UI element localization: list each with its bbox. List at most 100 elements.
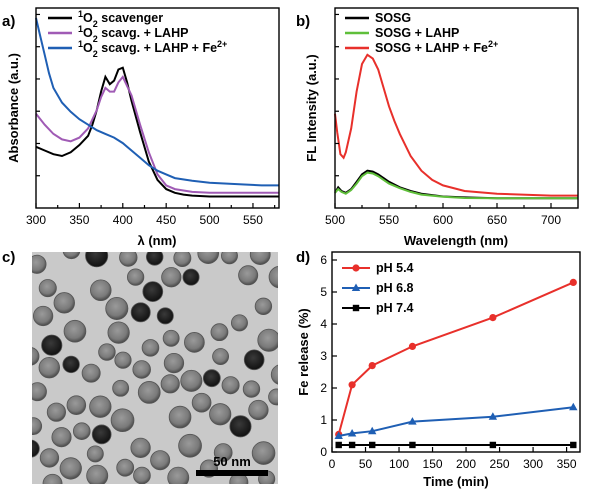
panel-d-legend-entry: pH 5.4 xyxy=(376,261,414,275)
scale-bar-label: 50 nm xyxy=(213,454,251,469)
panel-a-legend-entry: 1O2 scavenger xyxy=(78,9,163,29)
panel-d-point xyxy=(335,441,342,449)
panel-d-point xyxy=(334,431,343,439)
panel-d-point xyxy=(570,441,577,449)
panel-a-xtick-label: 500 xyxy=(200,213,220,227)
nanoparticle xyxy=(257,328,278,352)
nanoparticle xyxy=(39,448,60,468)
panel-d-legend-entry: pH 7.4 xyxy=(376,301,414,315)
panel-b-series-1 xyxy=(334,169,578,200)
panel-b-xlabel: Wavelength (nm) xyxy=(404,233,508,248)
panel-d-legend-marker xyxy=(352,264,360,272)
nanoparticle xyxy=(86,464,109,484)
panel-a-label: a) xyxy=(2,13,15,30)
nanoparticle xyxy=(145,252,164,266)
panel-d-point xyxy=(489,441,497,449)
panel-d-point xyxy=(348,441,356,449)
panel-d-point xyxy=(408,417,417,425)
panel-d-legend-entry: pH 6.8 xyxy=(376,281,414,295)
nanoparticle xyxy=(167,466,190,484)
panel-a-legend-legend-post: scavg. + LAHP xyxy=(98,26,189,40)
nanoparticle xyxy=(32,439,40,458)
panel-a-legend-legend-pre: 1 xyxy=(78,9,83,19)
panel-d-point xyxy=(347,428,357,437)
panel-b-xtick-label: 600 xyxy=(433,213,453,227)
nanoparticle xyxy=(62,252,81,260)
nanoparticle xyxy=(32,382,47,402)
nanoparticle xyxy=(249,252,271,265)
panel-b-frame xyxy=(334,7,579,209)
panel-b-xtick-label: 650 xyxy=(487,213,507,227)
nanoparticle xyxy=(132,360,151,379)
nanoparticle xyxy=(91,424,112,445)
nanoparticle xyxy=(72,422,91,440)
panel-a-frame xyxy=(35,7,280,209)
nanoparticle xyxy=(114,351,132,369)
scale-bar xyxy=(196,470,268,476)
panel-b-xtick-label: 550 xyxy=(379,213,399,227)
panel-a-legend-legend-sup2: 2+ xyxy=(217,39,227,49)
nanoparticle xyxy=(202,369,221,388)
panel-d: d) 0 50 100 150 200 250 300 350 0 1 2 3 4 5 6 pH 5.4 pH… xyxy=(296,249,581,489)
nanoparticle xyxy=(163,352,185,374)
nanoparticle xyxy=(112,379,130,397)
panel-a-legend-entry: 1O2 scavg. + LAHP + Fe2+ xyxy=(78,39,227,59)
panel-d-xlabel: Time (min) xyxy=(423,474,489,489)
panel-a-xtick-label: 550 xyxy=(243,213,263,227)
nanoparticle xyxy=(243,349,265,371)
panel-d-ylabel: Fe release (%) xyxy=(296,308,311,395)
panel-d-xtick-label: 350 xyxy=(557,457,577,471)
panel-d-point xyxy=(368,362,376,370)
panel-a-series-2 xyxy=(35,75,279,194)
nanoparticle xyxy=(110,408,135,433)
panel-d-label: d) xyxy=(296,249,310,266)
panel-d-point xyxy=(369,441,376,449)
panel-b-legend-entry: SOSG xyxy=(375,11,411,25)
nanoparticle xyxy=(141,339,160,357)
panel-c-label: c) xyxy=(2,249,15,266)
nanoparticle xyxy=(212,348,230,365)
panel-d-frame xyxy=(331,251,581,453)
nanoparticle xyxy=(86,445,104,463)
nanoparticle xyxy=(119,252,138,267)
panel-d-point xyxy=(569,402,578,411)
nanoparticle xyxy=(81,363,101,383)
panel-d-ytick-label: 6 xyxy=(320,253,327,267)
nanoparticle xyxy=(160,374,180,394)
panel-a-ylabel: Absorbance (a.u.) xyxy=(6,53,21,163)
panel-b-xtick-label: 700 xyxy=(541,213,561,227)
nanoparticle xyxy=(268,388,278,406)
panel-a-legend-legend-pre: 1 xyxy=(78,24,83,34)
panel-d-xtick-label: 200 xyxy=(456,457,476,471)
panel-d-ytick-label: 1 xyxy=(320,413,327,427)
nanoparticle xyxy=(209,403,232,426)
panel-d-point xyxy=(488,412,498,420)
panel-b-ylabel: FL Intensity (a.u.) xyxy=(304,54,319,161)
nanoparticle xyxy=(221,252,238,265)
panel-d-legend-marker xyxy=(351,283,361,291)
panel-d-series-1-line xyxy=(337,281,574,435)
panel-a-xtick-label: 400 xyxy=(113,213,133,227)
panel-b-legend-legend-sup2: 2+ xyxy=(488,39,498,49)
panel-d-ytick-label: 4 xyxy=(320,317,327,331)
panel-d-point xyxy=(489,314,497,322)
nanoparticle xyxy=(38,356,60,379)
panel-b-legend-legend-main: SOSG + LAHP xyxy=(375,26,459,40)
nanoparticle xyxy=(242,380,261,398)
panel-b-legend-legend-main: SOSG xyxy=(375,11,411,25)
nanoparticle xyxy=(268,266,278,289)
panel-a-legend-legend-pre: 1 xyxy=(78,39,83,49)
nanoparticle xyxy=(150,450,171,471)
nanoparticle xyxy=(230,314,248,332)
panel-d-legend-marker xyxy=(352,304,360,312)
nanoparticle xyxy=(90,279,112,301)
panel-d-ytick-label: 5 xyxy=(320,285,327,299)
panel-a-xtick-label: 350 xyxy=(69,213,89,227)
nanoparticle xyxy=(116,458,135,477)
nanoparticle xyxy=(41,334,63,356)
nanoparticle xyxy=(197,252,220,264)
panel-d-xtick-label: 150 xyxy=(423,457,443,471)
nanoparticle xyxy=(130,437,151,459)
